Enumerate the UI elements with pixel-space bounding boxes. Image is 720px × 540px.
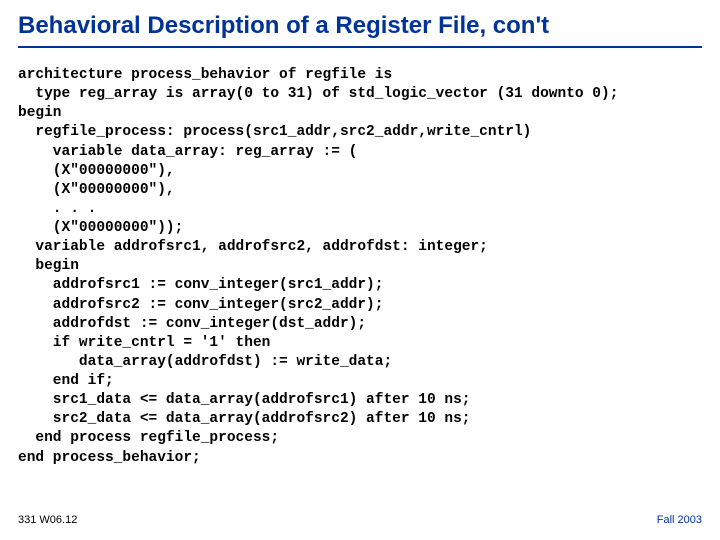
slide: Behavioral Description of a Register Fil… — [0, 0, 720, 540]
footer-right: Fall 2003 — [657, 514, 702, 526]
code-block: architecture process_behavior of regfile… — [18, 66, 702, 468]
slide-title: Behavioral Description of a Register Fil… — [18, 12, 702, 48]
footer-left: 331 W06.12 — [18, 514, 77, 526]
